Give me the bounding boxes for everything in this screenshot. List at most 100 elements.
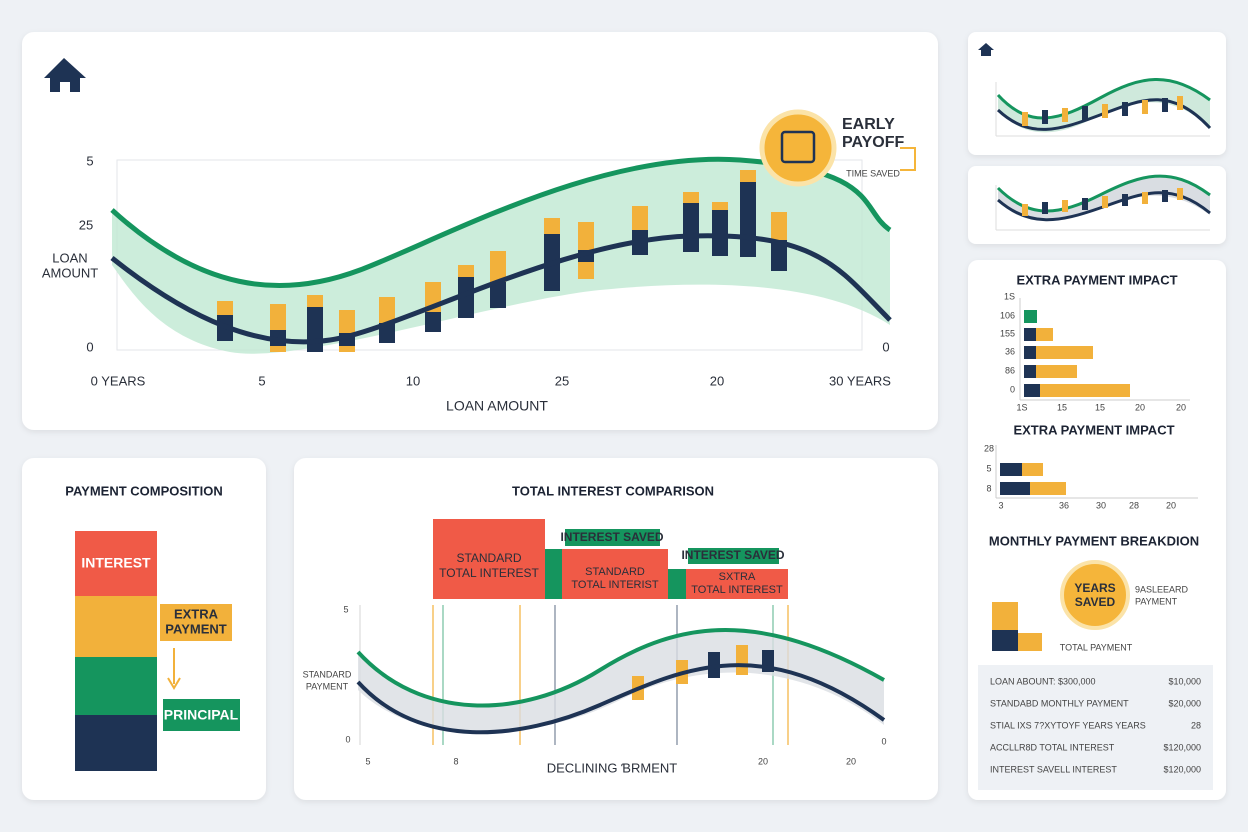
x-tick: 30: [1096, 500, 1106, 510]
y-tick: 86: [1005, 365, 1015, 375]
shape: [1024, 346, 1036, 359]
thumb-candle: [1177, 188, 1183, 200]
strip: [668, 569, 686, 599]
y-tick: 106: [1000, 310, 1015, 320]
y-tick: 5: [343, 604, 348, 614]
thumb-candle: [1162, 98, 1168, 112]
y-tick: 5: [86, 153, 93, 168]
candle-core: [379, 323, 395, 343]
green-curve: [356, 628, 885, 708]
row-label: INTEREST SAVELL INTEREST: [990, 764, 1117, 774]
navy-curve: [356, 663, 886, 735]
home-icon: [44, 58, 86, 92]
segment-label: INTEREST: [81, 555, 151, 571]
label-box: [160, 604, 232, 641]
arrow: [167, 648, 181, 690]
thumb-candle: [1122, 102, 1128, 116]
x-tick: 20: [758, 756, 768, 766]
segment: [75, 531, 157, 596]
candle-core: [740, 182, 756, 257]
shape: [1000, 463, 1022, 476]
thumb-candle: [1062, 108, 1068, 122]
x-tick: 0 YEARS: [91, 373, 146, 388]
box-label: TOTAL INTEREST: [691, 584, 783, 596]
circle: [1060, 560, 1130, 630]
y-tick: 25: [79, 217, 93, 232]
x-tick: 5: [365, 756, 370, 766]
x-label: LOAN AMOUNT: [446, 398, 548, 414]
comparison: TOTAL INTEREST COMPARISON STANDARD TOTAL…: [303, 483, 887, 775]
box: [433, 519, 545, 599]
thumbnails: [978, 43, 1212, 231]
navy-curve: [110, 233, 892, 345]
thumb-candle: [1082, 198, 1088, 210]
shape: [1024, 365, 1077, 378]
comparison-panel: [294, 458, 938, 800]
panel-title: EXTRA PAYMENT IMPACT: [1013, 422, 1174, 437]
strip: [545, 549, 562, 599]
thumb-candle: [1122, 194, 1128, 206]
shape: [1000, 482, 1030, 495]
thumb-candle: [1042, 110, 1048, 124]
x-tick: 20: [1166, 500, 1176, 510]
shape: [1024, 328, 1036, 341]
shape: [1024, 384, 1040, 397]
x-tick: 3: [998, 500, 1003, 510]
home-icon: [978, 43, 994, 56]
panel-title: MONTHLY PAYMENT BREAKDION: [989, 533, 1199, 548]
thumb-candle: [1022, 112, 1028, 126]
badge-text: PAYOFF: [842, 134, 904, 151]
candle-core: [712, 210, 728, 256]
shape: [1024, 365, 1036, 378]
bar: [1024, 310, 1037, 323]
row-label: ACCLLR8D TOTAL INTEREST: [990, 742, 1115, 752]
segment: [75, 596, 157, 657]
bracket: [900, 147, 916, 171]
thumb-candle: [1142, 192, 1148, 204]
thumb-candle: [1102, 196, 1108, 208]
y-tick: 0: [86, 339, 93, 354]
row-label: LOAN ABOUNT: $300,000: [990, 676, 1096, 686]
x-tick: 10: [406, 373, 420, 388]
note: PAYMENT: [1135, 596, 1178, 606]
table-bg: [978, 665, 1213, 790]
table: LOAN ABOUNT: $300,000 $10,000 STANDABD MON…: [990, 676, 1201, 774]
y-tick: 8: [986, 483, 991, 493]
panel-title: PAYMENT COMPOSITION: [65, 483, 222, 498]
panel-title: TOTAL INTEREST COMPARISON: [512, 483, 714, 498]
note: 9ASLEEARD: [1135, 584, 1189, 594]
x-tick: 5: [258, 373, 265, 388]
thumb-candle: [1162, 190, 1168, 202]
row-label: STANDABD MONTHLY PAYMENT: [990, 698, 1129, 708]
label: PAYMENT: [165, 621, 226, 636]
x-tick: 20: [1176, 402, 1186, 412]
row-value: 28: [1191, 720, 1201, 730]
circle-label: YEARS: [1074, 581, 1115, 595]
total-label: TOTAL PAYMENT: [1060, 642, 1133, 652]
thumb-candle: [1142, 100, 1148, 114]
badge-circle: [759, 109, 837, 187]
saved-box: [565, 529, 660, 546]
y-tick: 155: [1000, 328, 1015, 338]
x-tick: 25: [555, 373, 569, 388]
candle-core: [490, 282, 506, 308]
thumb-candle: [1062, 200, 1068, 212]
thumb-candle: [1042, 202, 1048, 214]
saved-box: [688, 548, 779, 564]
x-tick: 20: [846, 756, 856, 766]
candle-core: [425, 312, 441, 332]
candle-core: [771, 240, 787, 271]
x-tick: 20: [1135, 402, 1145, 412]
thumb-candle: [1022, 204, 1028, 216]
panel-title: EXTRA PAYMENT IMPACT: [1016, 272, 1177, 287]
x-tick: 15: [1057, 402, 1067, 412]
circle-label: SAVED: [1075, 595, 1116, 609]
row-value: $120,000: [1163, 742, 1201, 752]
candle-core: [307, 307, 323, 352]
box: [686, 569, 788, 599]
y-tick: 5: [986, 463, 991, 473]
composition: PAYMENT COMPOSITION INTEREST EXTRA PAYME…: [65, 483, 240, 771]
y-label: LOAN: [52, 250, 87, 265]
box-label: SXTRA: [719, 571, 756, 583]
thumb-candle: [1102, 104, 1108, 118]
